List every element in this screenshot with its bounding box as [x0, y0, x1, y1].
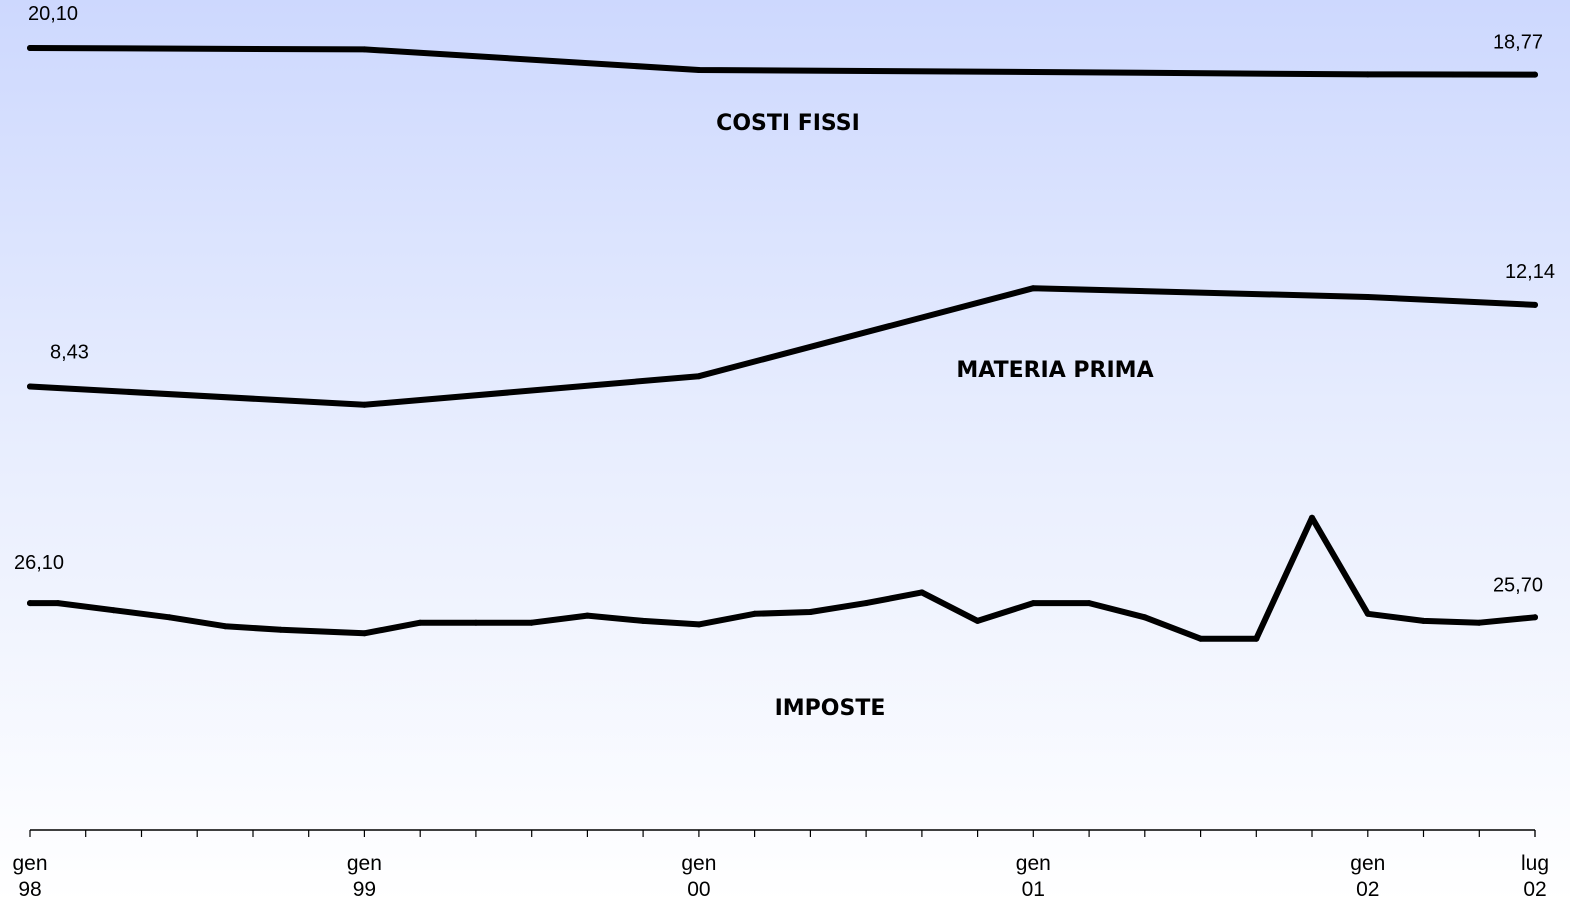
x-tick-label-year-3: 01: [1022, 878, 1045, 901]
series-line-materia-prima: [27, 285, 1538, 408]
x-tick-label-month-4: gen: [1350, 852, 1385, 875]
data-point-materia-prima-0: [27, 383, 33, 390]
data-point-imposte-4: [222, 623, 229, 630]
data-point-costi-fissi-5: [1532, 71, 1538, 78]
x-tick-label-year-4: 02: [1356, 878, 1379, 901]
x-tick-label-year-2: 00: [687, 878, 710, 901]
data-point-imposte-9: [528, 619, 535, 626]
data-point-imposte-11: [640, 617, 647, 624]
x-tick-label-month-3: gen: [1016, 852, 1051, 875]
data-point-imposte-3: [166, 614, 173, 621]
data-label-last-imposte: 25,70: [1493, 574, 1543, 596]
data-label-first-imposte: 26,10: [14, 552, 64, 574]
x-tick-label-month-2: gen: [681, 852, 716, 875]
data-point-imposte-14: [807, 609, 814, 615]
data-point-imposte-20: [1141, 614, 1148, 621]
x-axis: gen 98 gen 99 gen 00 gen 01 gen 02 lug 02: [12, 829, 1549, 901]
data-point-imposte-26: [1476, 619, 1483, 626]
data-point-costi-fissi-4: [1364, 71, 1371, 78]
data-point-imposte-0: [27, 600, 33, 607]
label-layer: COSTI FISSI 20,10 18,77 MATERIA PRIMA 8,43 12…: [14, 3, 1555, 721]
data-point-materia-prima-5: [1532, 301, 1538, 308]
data-point-imposte-18: [1030, 600, 1037, 607]
x-tick-label-year-0: 98: [18, 878, 41, 901]
data-point-imposte-10: [584, 612, 591, 619]
data-label-last-materia-prima: 12,14: [1505, 261, 1555, 283]
data-point-costi-fissi-0: [27, 45, 33, 51]
data-point-imposte-16: [918, 589, 925, 596]
data-label-last-costi-fissi: 18,77: [1493, 32, 1543, 54]
data-label-first-costi-fissi: 20,10: [28, 3, 78, 25]
data-point-imposte-5: [277, 626, 284, 633]
series-line-imposte: [27, 514, 1538, 642]
data-point-imposte-23: [1309, 514, 1315, 521]
data-point-imposte-7: [417, 619, 424, 626]
data-point-materia-prima-3: [1030, 285, 1037, 292]
data-point-imposte-6: [361, 630, 368, 637]
data-point-materia-prima-1: [361, 401, 368, 408]
data-point-imposte-8: [472, 619, 479, 626]
data-point-imposte-13: [751, 610, 758, 617]
data-point-imposte-27: [1532, 614, 1538, 621]
data-point-materia-prima-4: [1364, 294, 1371, 300]
data-point-imposte-21: [1197, 635, 1204, 642]
data-point-costi-fissi-3: [1030, 69, 1037, 75]
x-tick-label-month-1: gen: [347, 852, 382, 875]
data-point-costi-fissi-1: [361, 46, 368, 53]
data-point-imposte-15: [863, 600, 870, 607]
data-point-imposte-12: [695, 621, 702, 628]
x-tick-label-year-5: 02: [1523, 878, 1546, 901]
data-point-imposte-25: [1420, 617, 1427, 624]
data-point-imposte-22: [1253, 635, 1260, 642]
data-point-materia-prima-2: [695, 373, 702, 380]
data-point-imposte-17: [974, 617, 981, 624]
series-title-materia-prima: MATERIA PRIMA: [956, 358, 1153, 383]
series-line-costi-fissi: [27, 45, 1538, 78]
x-tick-label-month-5: lug: [1521, 852, 1549, 875]
series-title-costi-fissi: COSTI FISSI: [716, 111, 860, 136]
data-point-imposte-19: [1086, 600, 1093, 607]
data-point-costi-fissi-2: [695, 67, 702, 73]
data-label-first-materia-prima: 8,43: [50, 342, 89, 364]
x-tick-label-month-0: gen: [12, 852, 47, 875]
series-layer: [27, 45, 1538, 642]
x-tick-label-year-1: 99: [353, 878, 376, 901]
series-title-imposte: IMPOSTE: [775, 696, 886, 721]
data-point-imposte-2: [110, 607, 117, 614]
data-point-imposte-24: [1364, 610, 1371, 617]
data-point-imposte-1: [54, 600, 61, 607]
